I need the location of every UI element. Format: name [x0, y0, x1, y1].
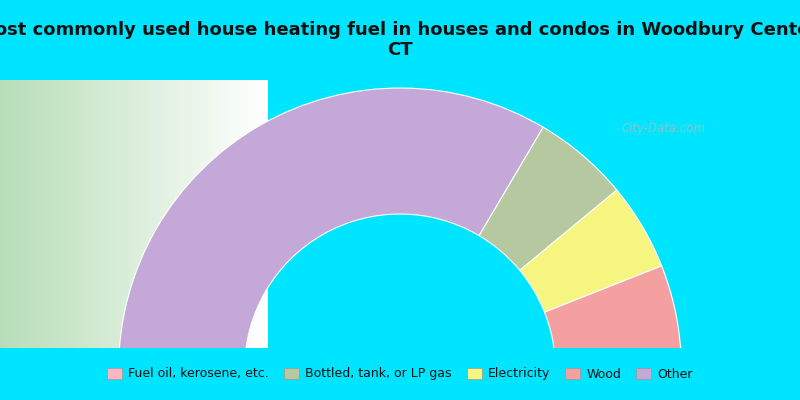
Wedge shape	[555, 352, 682, 370]
Wedge shape	[520, 190, 662, 312]
Legend: Fuel oil, kerosene, etc., Bottled, tank, or LP gas, Electricity, Wood, Other: Fuel oil, kerosene, etc., Bottled, tank,…	[102, 362, 698, 386]
Text: City-Data.com: City-Data.com	[622, 122, 706, 135]
Text: Most commonly used house heating fuel in houses and condos in Woodbury Center,
C: Most commonly used house heating fuel in…	[0, 20, 800, 59]
Wedge shape	[118, 88, 543, 370]
Wedge shape	[545, 266, 681, 360]
Wedge shape	[479, 127, 617, 270]
